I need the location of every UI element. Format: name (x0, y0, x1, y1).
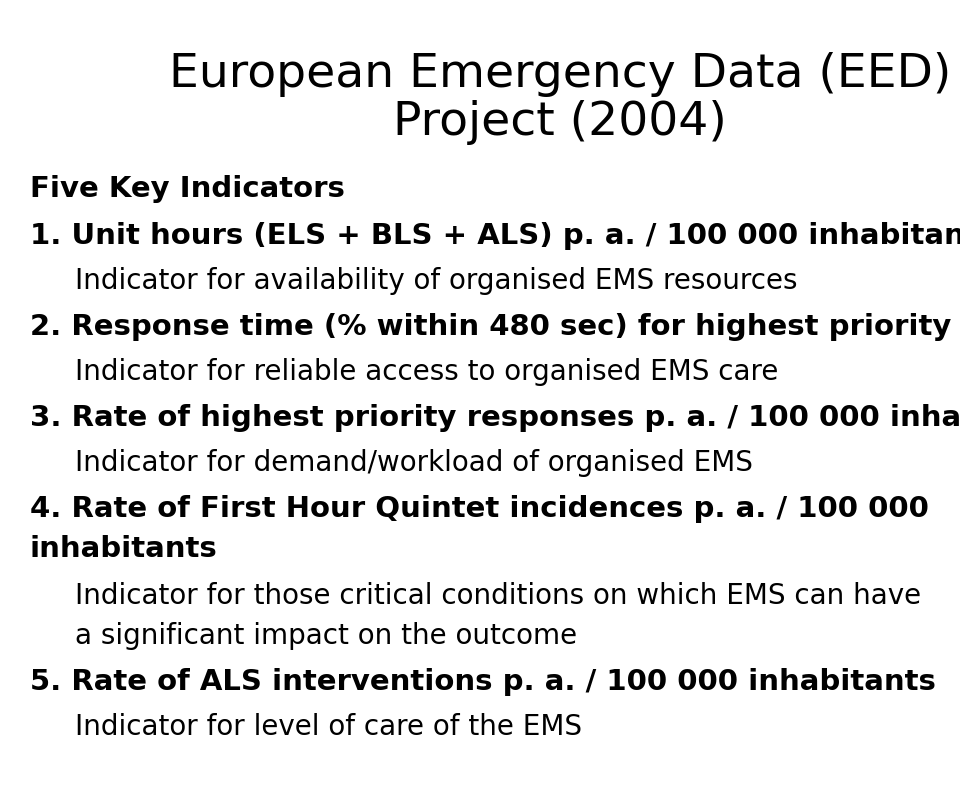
Text: Indicator for reliable access to organised EMS care: Indicator for reliable access to organis… (75, 358, 779, 386)
Text: European Emergency Data (EED): European Emergency Data (EED) (169, 52, 951, 97)
Text: inhabitants: inhabitants (30, 535, 218, 563)
Text: 3. Rate of highest priority responses p. a. / 100 000 inhabitants: 3. Rate of highest priority responses p.… (30, 404, 960, 432)
Text: 4. Rate of First Hour Quintet incidences p. a. / 100 000: 4. Rate of First Hour Quintet incidences… (30, 495, 929, 523)
Text: Indicator for availability of organised EMS resources: Indicator for availability of organised … (75, 267, 798, 295)
Text: Project (2004): Project (2004) (394, 100, 727, 145)
Text: 5. Rate of ALS interventions p. a. / 100 000 inhabitants: 5. Rate of ALS interventions p. a. / 100… (30, 668, 936, 696)
Text: a significant impact on the outcome: a significant impact on the outcome (75, 622, 577, 650)
Text: Indicator for those critical conditions on which EMS can have: Indicator for those critical conditions … (75, 582, 922, 610)
Text: Indicator for level of care of the EMS: Indicator for level of care of the EMS (75, 713, 582, 741)
Text: Five Key Indicators: Five Key Indicators (30, 175, 345, 203)
Text: 2. Response time (% within 480 sec) for highest priority p. a.: 2. Response time (% within 480 sec) for … (30, 313, 960, 341)
Text: Indicator for demand/workload of organised EMS: Indicator for demand/workload of organis… (75, 449, 753, 477)
Text: 1. Unit hours (ELS + BLS + ALS) p. a. / 100 000 inhabitants: 1. Unit hours (ELS + BLS + ALS) p. a. / … (30, 222, 960, 250)
